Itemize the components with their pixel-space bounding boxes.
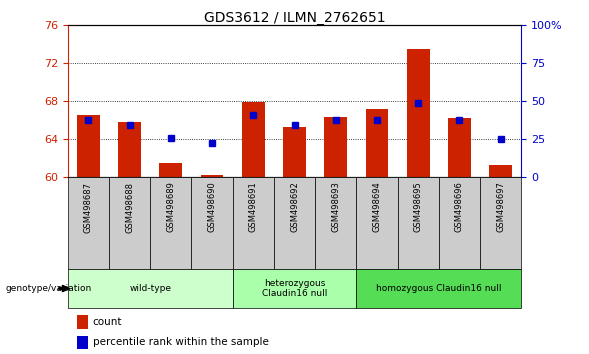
Bar: [109, 177, 150, 269]
Text: GDS3612 / ILMN_2762651: GDS3612 / ILMN_2762651: [204, 11, 385, 25]
Bar: [191, 177, 233, 269]
Text: heterozygous
Claudin16 null: heterozygous Claudin16 null: [262, 279, 327, 298]
Bar: [398, 177, 439, 269]
Bar: [68, 177, 109, 269]
Bar: [77, 336, 88, 349]
Text: count: count: [92, 317, 122, 327]
Text: wild-type: wild-type: [129, 284, 171, 293]
Bar: [233, 177, 274, 269]
Bar: [325, 117, 347, 177]
Text: GSM498695: GSM498695: [413, 182, 423, 232]
Bar: [448, 118, 471, 177]
Bar: [233, 269, 356, 308]
Bar: [274, 177, 315, 269]
Bar: [480, 177, 521, 269]
Text: GSM498691: GSM498691: [249, 182, 258, 232]
Bar: [77, 315, 88, 329]
Text: homozygous Claudin16 null: homozygous Claudin16 null: [376, 284, 502, 293]
Bar: [356, 177, 398, 269]
Text: GSM498694: GSM498694: [372, 182, 382, 232]
Bar: [283, 127, 306, 177]
Text: GSM498690: GSM498690: [207, 182, 217, 232]
Text: percentile rank within the sample: percentile rank within the sample: [92, 337, 269, 348]
Bar: [150, 177, 191, 269]
Text: GSM498687: GSM498687: [84, 182, 93, 233]
Text: genotype/variation: genotype/variation: [6, 284, 92, 293]
Bar: [366, 108, 388, 177]
Bar: [242, 102, 264, 177]
Text: GSM498696: GSM498696: [455, 182, 464, 233]
Text: GSM498692: GSM498692: [290, 182, 299, 232]
Bar: [160, 163, 182, 177]
Bar: [118, 122, 141, 177]
Bar: [68, 269, 233, 308]
Text: GSM498689: GSM498689: [166, 182, 176, 233]
Text: GSM498688: GSM498688: [125, 182, 134, 233]
Bar: [315, 177, 356, 269]
Text: GSM498693: GSM498693: [331, 182, 340, 233]
Text: GSM498697: GSM498697: [496, 182, 505, 233]
Bar: [489, 165, 512, 177]
Bar: [356, 269, 521, 308]
Bar: [77, 115, 100, 177]
Bar: [201, 175, 223, 177]
Bar: [439, 177, 480, 269]
Bar: [407, 48, 429, 177]
